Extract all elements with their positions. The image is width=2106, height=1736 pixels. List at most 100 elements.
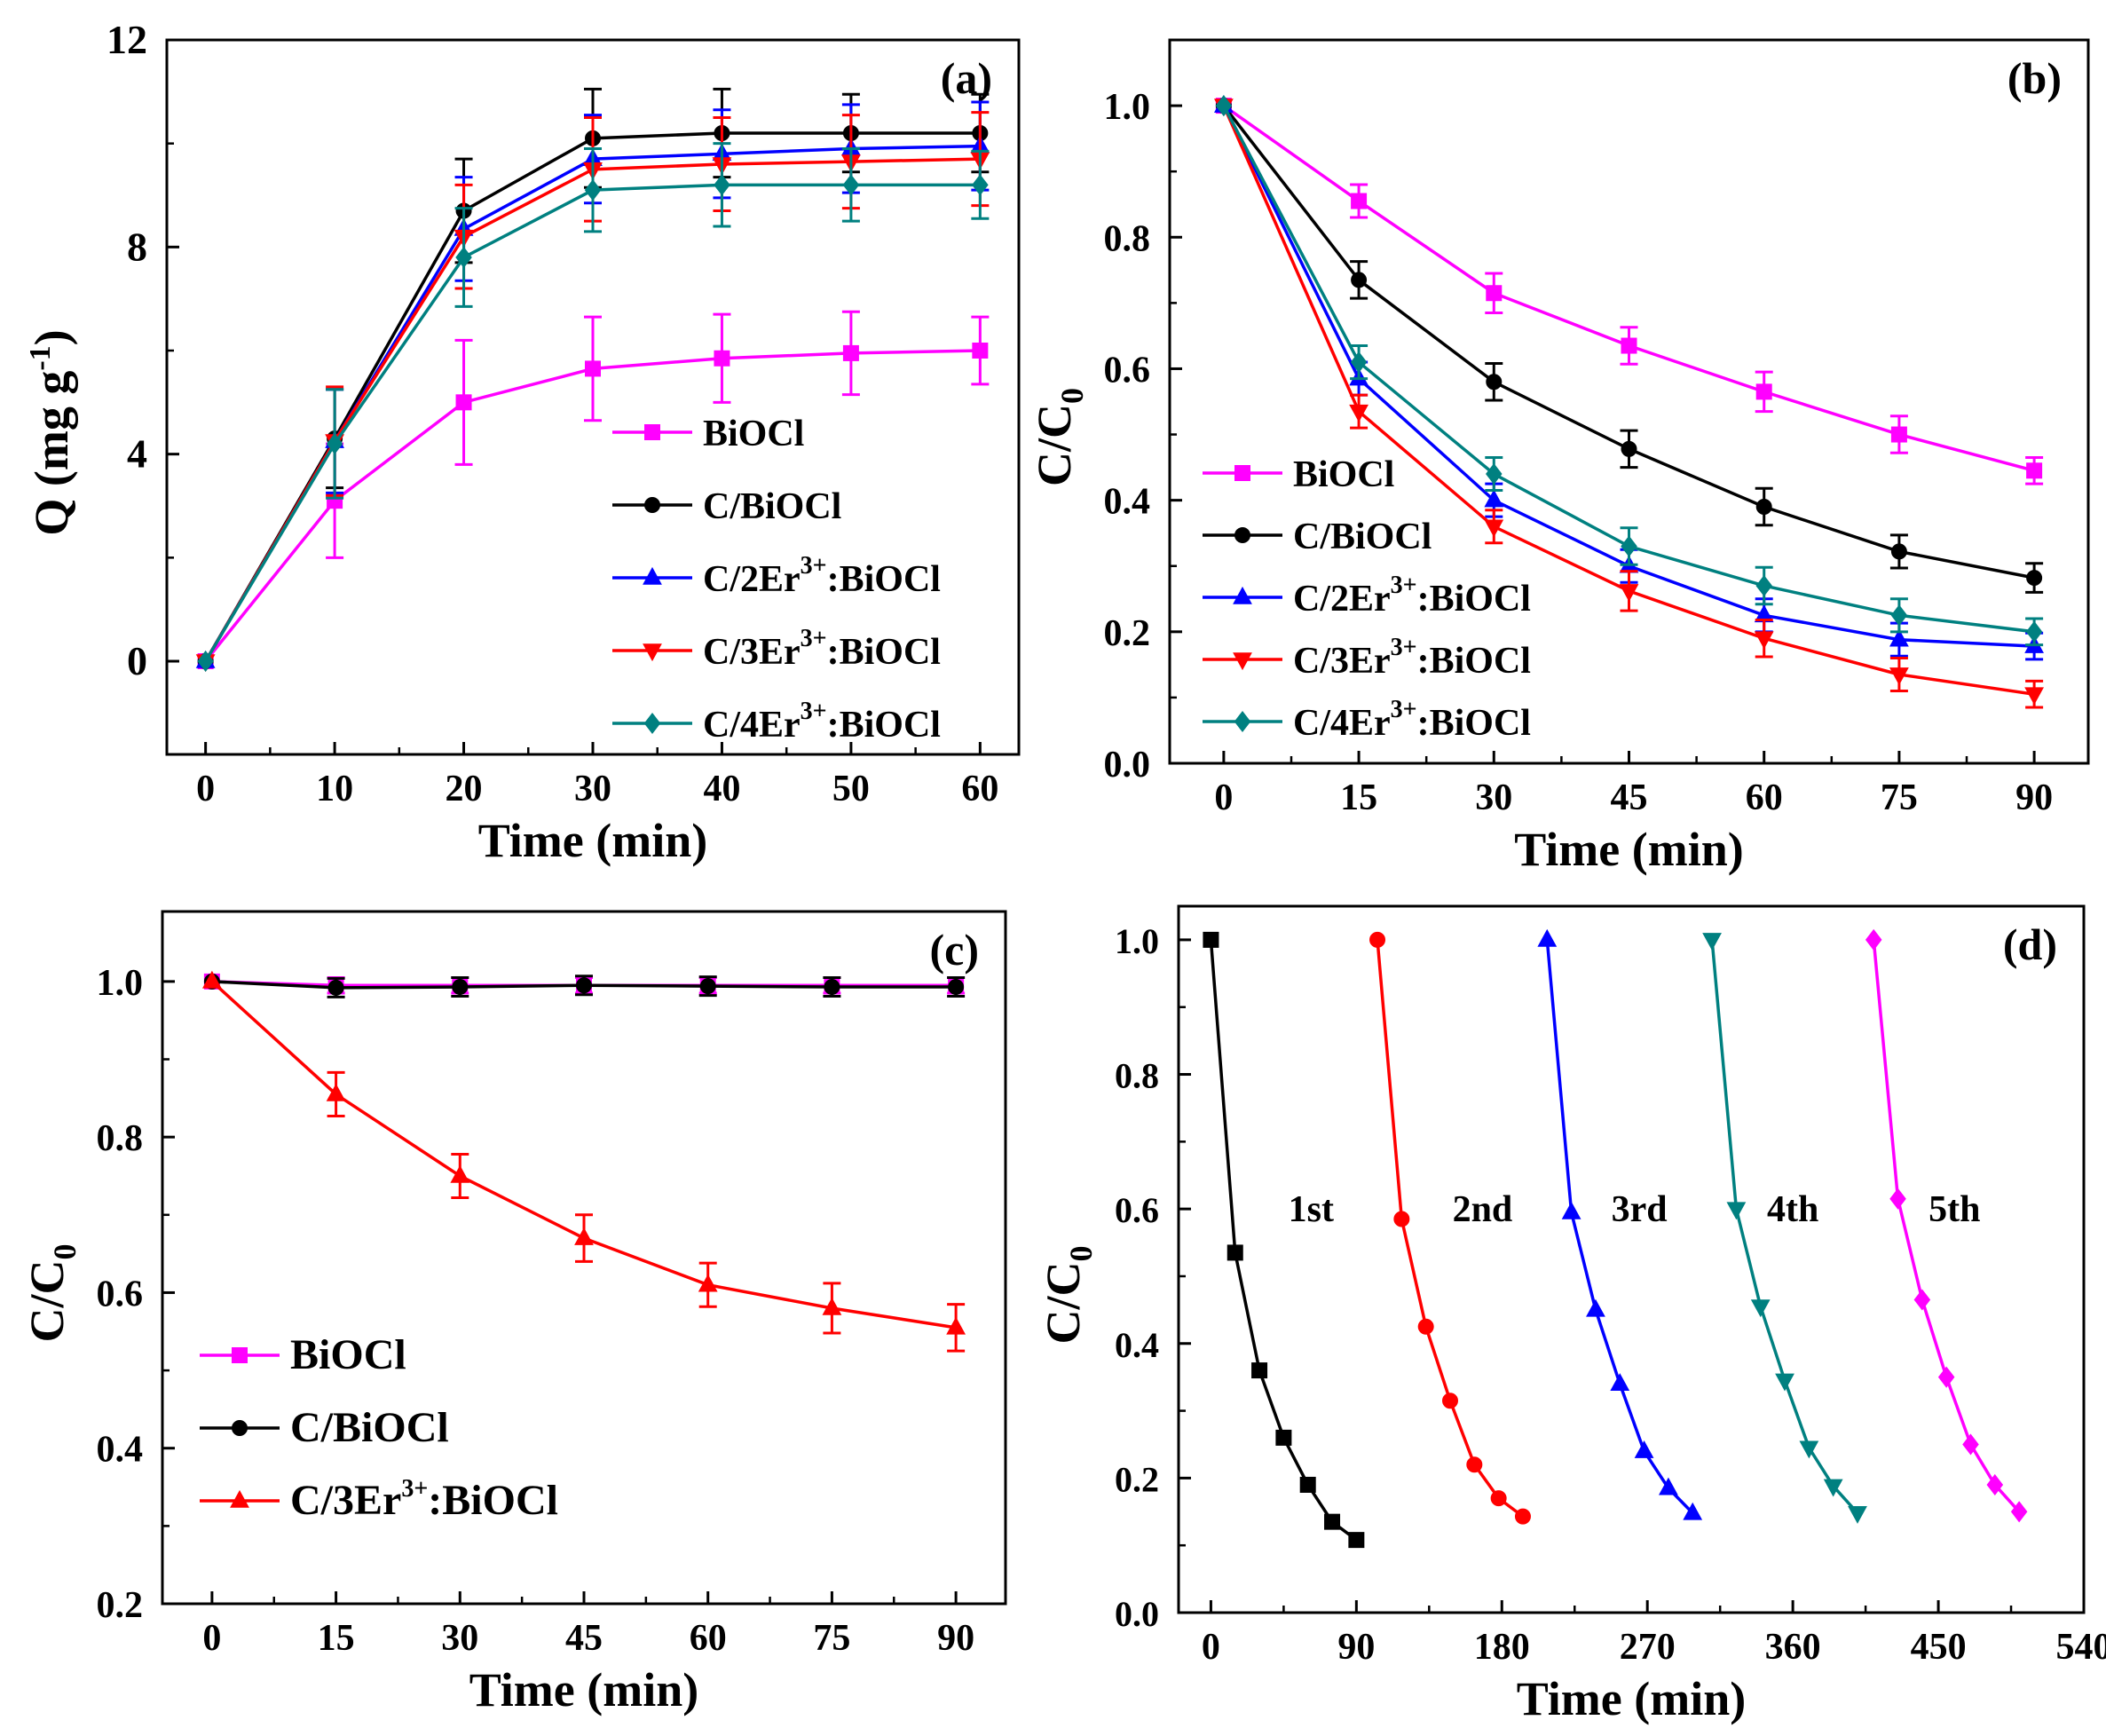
legend-label: BiOCl xyxy=(1293,454,1394,495)
legend-label-sup: 3+ xyxy=(801,698,827,725)
data-point xyxy=(1848,1506,1867,1524)
data-point xyxy=(1227,1244,1243,1261)
y-tick-label: 1.0 xyxy=(1104,87,1151,128)
series-5th: 5th xyxy=(1865,928,2028,1523)
legend-label-rest: :BiOCl xyxy=(428,1477,558,1524)
legend-item: C/3Er3+:BiOCl xyxy=(1203,634,1531,682)
data-point xyxy=(1754,631,1774,650)
data-point xyxy=(714,174,730,196)
panel-c: 0 15 30 45 60 75 90 0.2 0.4 0.6 0.8 1.0 Time (min) C/… xyxy=(20,910,1007,1716)
x-axis-label: Time (min) xyxy=(1517,1672,1746,1725)
legend-item: C/3Er3+:BiOCl xyxy=(200,1475,558,1524)
series-biocl xyxy=(1215,98,2044,485)
x-tick-label: 540 xyxy=(2056,1627,2106,1668)
x-tick-label: 0 xyxy=(1202,1627,1220,1668)
legend-label-main: C/4Er xyxy=(1293,703,1391,744)
legend-label-main: C/BiOCl xyxy=(290,1404,449,1451)
data-point xyxy=(1351,272,1368,288)
y-tick-label: 1.0 xyxy=(1115,921,1159,961)
series-line xyxy=(1222,104,2035,472)
series-c-4er3-biocl xyxy=(1215,95,2044,647)
data-point xyxy=(1586,1298,1605,1317)
data-point xyxy=(201,970,222,989)
legend-label-rest: :BiOCl xyxy=(827,705,941,746)
legend-marker xyxy=(1234,527,1250,543)
y-tick-label: 0.2 xyxy=(97,1585,144,1626)
legend-label-sup: 3+ xyxy=(1391,634,1417,661)
legend-label-rest: :BiOCl xyxy=(1417,579,1531,619)
legend-label-main: C/3Er xyxy=(703,632,801,673)
y-tick-label: 0.4 xyxy=(1104,482,1151,523)
series-2nd: 2nd xyxy=(1369,931,1531,1525)
panel-b: 0 15 30 45 60 75 90 0.0 0.2 0.4 0.6 0.8 1.0 Time (min… xyxy=(1028,38,2090,876)
data-point xyxy=(1351,193,1368,209)
data-point xyxy=(1890,604,1908,627)
y-tick-label: 0.6 xyxy=(97,1274,144,1314)
series-1st: 1st xyxy=(1203,931,1365,1549)
legend-label-rest: :BiOCl xyxy=(827,632,941,673)
cycle-label: 5th xyxy=(1929,1189,1980,1230)
x-tick-label: 10 xyxy=(316,769,353,809)
data-point xyxy=(1275,1429,1292,1446)
data-point xyxy=(1962,1433,1979,1456)
legend: BiOClC/BiOClC/2Er3+:BiOClC/3Er3+:BiOClC/… xyxy=(612,414,941,746)
y-axis-label-sub: 0 xyxy=(47,1244,83,1260)
data-point xyxy=(946,1316,966,1335)
legend-item: C/2Er3+:BiOCl xyxy=(1203,572,1531,619)
series-c-biocl xyxy=(203,973,966,998)
data-point xyxy=(842,344,859,361)
data-point xyxy=(972,343,989,359)
data-point xyxy=(1889,1188,1906,1210)
legend-marker xyxy=(232,1420,248,1436)
x-tick-label: 30 xyxy=(441,1618,478,1659)
legend-label: BiOCl xyxy=(290,1331,406,1378)
x-tick-label: 15 xyxy=(1340,777,1377,818)
x-axis-label: Time (min) xyxy=(478,814,707,867)
legend-item: C/4Er3+:BiOCl xyxy=(1203,696,1531,744)
legend-label-main: BiOCl xyxy=(290,1331,406,1378)
legend-label: C/2Er3+:BiOCl xyxy=(703,552,941,600)
cycle-label: 4th xyxy=(1767,1189,1818,1230)
x-tick-label: 45 xyxy=(565,1618,603,1659)
series-3rd: 3rd xyxy=(1537,928,1703,1520)
y-axis-label-main: Q (mg g xyxy=(25,371,78,536)
legend-item: C/BiOCl xyxy=(612,486,841,527)
x-tick-label: 180 xyxy=(1474,1627,1530,1668)
legend-label-main: BiOCl xyxy=(1293,454,1394,495)
data-point xyxy=(1889,628,1909,647)
legend-label-sup: 3+ xyxy=(801,625,827,652)
data-point xyxy=(1755,383,1772,400)
data-point xyxy=(455,394,472,411)
cycle-label: 3rd xyxy=(1612,1189,1668,1230)
x-axis-label: Time (min) xyxy=(1514,823,1743,876)
panel-d: 0 90 180 270 360 450 540 0.0 0.2 0.4 0.6 0.8 1.0 Time… xyxy=(1037,904,2106,1725)
data-point xyxy=(1251,1362,1268,1379)
data-point xyxy=(1393,1211,1410,1227)
data-point xyxy=(1324,1513,1341,1530)
data-point xyxy=(698,1274,718,1292)
legend-marker xyxy=(1233,652,1252,671)
legend-item: C/2Er3+:BiOCl xyxy=(612,552,941,600)
x-tick-label: 0 xyxy=(202,1618,221,1659)
y-tick-label: 0.0 xyxy=(1115,1594,1159,1634)
data-point xyxy=(452,979,469,996)
data-point xyxy=(1349,404,1369,422)
y-axis-label: C/C0 xyxy=(1037,1246,1099,1345)
y-axis-label: C/C0 xyxy=(1028,388,1090,486)
y-tick-label: 0.4 xyxy=(97,1430,144,1471)
series-c-4er3-biocl xyxy=(197,142,990,673)
x-tick-label: 60 xyxy=(1746,777,1783,818)
data-point xyxy=(1775,1373,1794,1392)
x-tick-label: 0 xyxy=(196,769,215,809)
legend-item: C/3Er3+:BiOCl xyxy=(612,625,941,673)
x-tick-label: 30 xyxy=(1475,777,1512,818)
y-tick-label: 0.2 xyxy=(1115,1459,1159,1499)
legend: BiOClC/BiOClC/2Er3+:BiOClC/3Er3+:BiOClC/… xyxy=(1203,454,1531,744)
legend-item: C/BiOCl xyxy=(200,1404,449,1451)
data-point xyxy=(824,979,840,996)
legend-label-main: C/3Er xyxy=(1293,641,1391,682)
legend-marker xyxy=(644,497,660,513)
legend-item: BiOCl xyxy=(612,414,804,454)
legend-item: BiOCl xyxy=(1203,454,1394,495)
